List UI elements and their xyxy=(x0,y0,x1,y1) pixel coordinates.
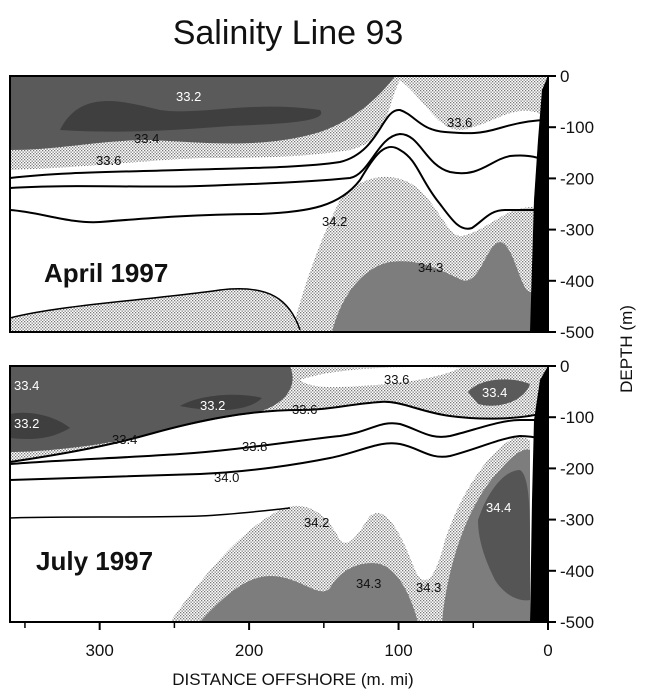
july-region-33-4 xyxy=(10,366,293,452)
april-depth-axis: 0 -100 -200 -300 -400 -500 xyxy=(548,67,594,342)
y-tick-label: -400 xyxy=(560,562,594,581)
april-label-33-4: 33.4 xyxy=(134,131,159,146)
y-tick-label: -100 xyxy=(560,118,594,137)
july-contour-33-8 xyxy=(10,419,548,465)
july-coast xyxy=(530,366,548,622)
x-tick-label: 200 xyxy=(235,641,263,660)
y-tick-label: -400 xyxy=(560,272,594,291)
y-tick-label: 0 xyxy=(560,357,569,376)
april-label-33-6b: 33.6 xyxy=(447,115,472,130)
y-axis-label: DEPTH (m) xyxy=(617,305,636,393)
april-contour-34-0 xyxy=(10,145,548,230)
april-contour-34-2-line xyxy=(10,288,301,331)
april-coast xyxy=(530,76,548,332)
y-tick-label: -200 xyxy=(560,169,594,188)
april-core-33-2 xyxy=(60,101,322,132)
july-region-34-2 xyxy=(170,436,530,622)
july-depth-axis: 0 -100 -200 -300 -400 -500 xyxy=(548,357,594,632)
july-contour-34-0 xyxy=(10,434,548,481)
july-panel-label: July 1997 xyxy=(36,546,153,576)
x-tick-label: 300 xyxy=(85,641,113,660)
y-tick-label: -300 xyxy=(560,511,594,530)
panel-april xyxy=(10,76,548,332)
july-region-34-4 xyxy=(478,470,530,601)
july-contour-33-6 xyxy=(10,400,548,463)
july-label-34-3b: 34.3 xyxy=(416,580,441,595)
july-label-34-0: 34.0 xyxy=(214,470,239,485)
april-contour-33-6 xyxy=(10,108,548,179)
april-frame xyxy=(9,75,549,333)
x-tick-label: 0 xyxy=(543,641,552,660)
y-tick-label: -100 xyxy=(560,408,594,427)
july-label-33-4a: 33.4 xyxy=(14,378,39,393)
april-label-34-2: 34.2 xyxy=(322,214,347,229)
april-region-34-3 xyxy=(332,242,548,332)
july-contour-labels: 33.4 33.2 33.2 33.4 33.6 33.6 33.4 33.8 … xyxy=(14,372,511,595)
y-tick-label: -500 xyxy=(560,323,594,342)
april-label-33-2: 33.2 xyxy=(176,89,201,104)
july-core-33-2-left xyxy=(10,412,70,439)
july-label-33-4b: 33.4 xyxy=(112,432,137,447)
july-label-33-8: 33.8 xyxy=(242,439,267,454)
july-label-33-2b: 33.2 xyxy=(14,416,39,431)
july-label-33-4c: 33.4 xyxy=(482,385,507,400)
july-core-33-2-center xyxy=(180,394,262,411)
july-white-patch xyxy=(300,367,460,388)
april-region-34-2 xyxy=(10,288,305,332)
y-tick-label: 0 xyxy=(560,67,569,86)
y-tick-label: -300 xyxy=(560,221,594,240)
april-contour-33-8 xyxy=(10,132,548,189)
april-panel-label: April 1997 xyxy=(44,258,168,288)
july-label-33-6a: 33.6 xyxy=(384,372,409,387)
panel-july xyxy=(10,366,548,622)
july-label-34-2: 34.2 xyxy=(304,515,329,530)
y-tick-label: -500 xyxy=(560,613,594,632)
july-region-34-3 xyxy=(200,563,418,622)
july-label-34-4: 34.4 xyxy=(486,500,511,515)
july-label-33-2a: 33.2 xyxy=(200,398,225,413)
july-contour-34-2-line xyxy=(10,507,291,519)
april-contour-labels: 33.2 33.4 33.6 33.6 34.2 34.3 xyxy=(96,89,472,275)
distance-axis: 300 200 100 0 xyxy=(24,622,553,660)
july-label-34-3a: 34.3 xyxy=(356,576,381,591)
july-label-33-6b: 33.6 xyxy=(292,402,317,417)
chart-title: Salinity Line 93 xyxy=(173,14,404,52)
july-region-33-4-right xyxy=(468,379,530,406)
y-tick-label: -200 xyxy=(560,459,594,478)
april-label-33-6a: 33.6 xyxy=(96,153,121,168)
x-axis-label: DISTANCE OFFSHORE (m. mi) xyxy=(172,670,413,689)
july-frame xyxy=(9,365,549,623)
x-tick-label: 100 xyxy=(384,641,412,660)
april-label-34-3: 34.3 xyxy=(418,260,443,275)
